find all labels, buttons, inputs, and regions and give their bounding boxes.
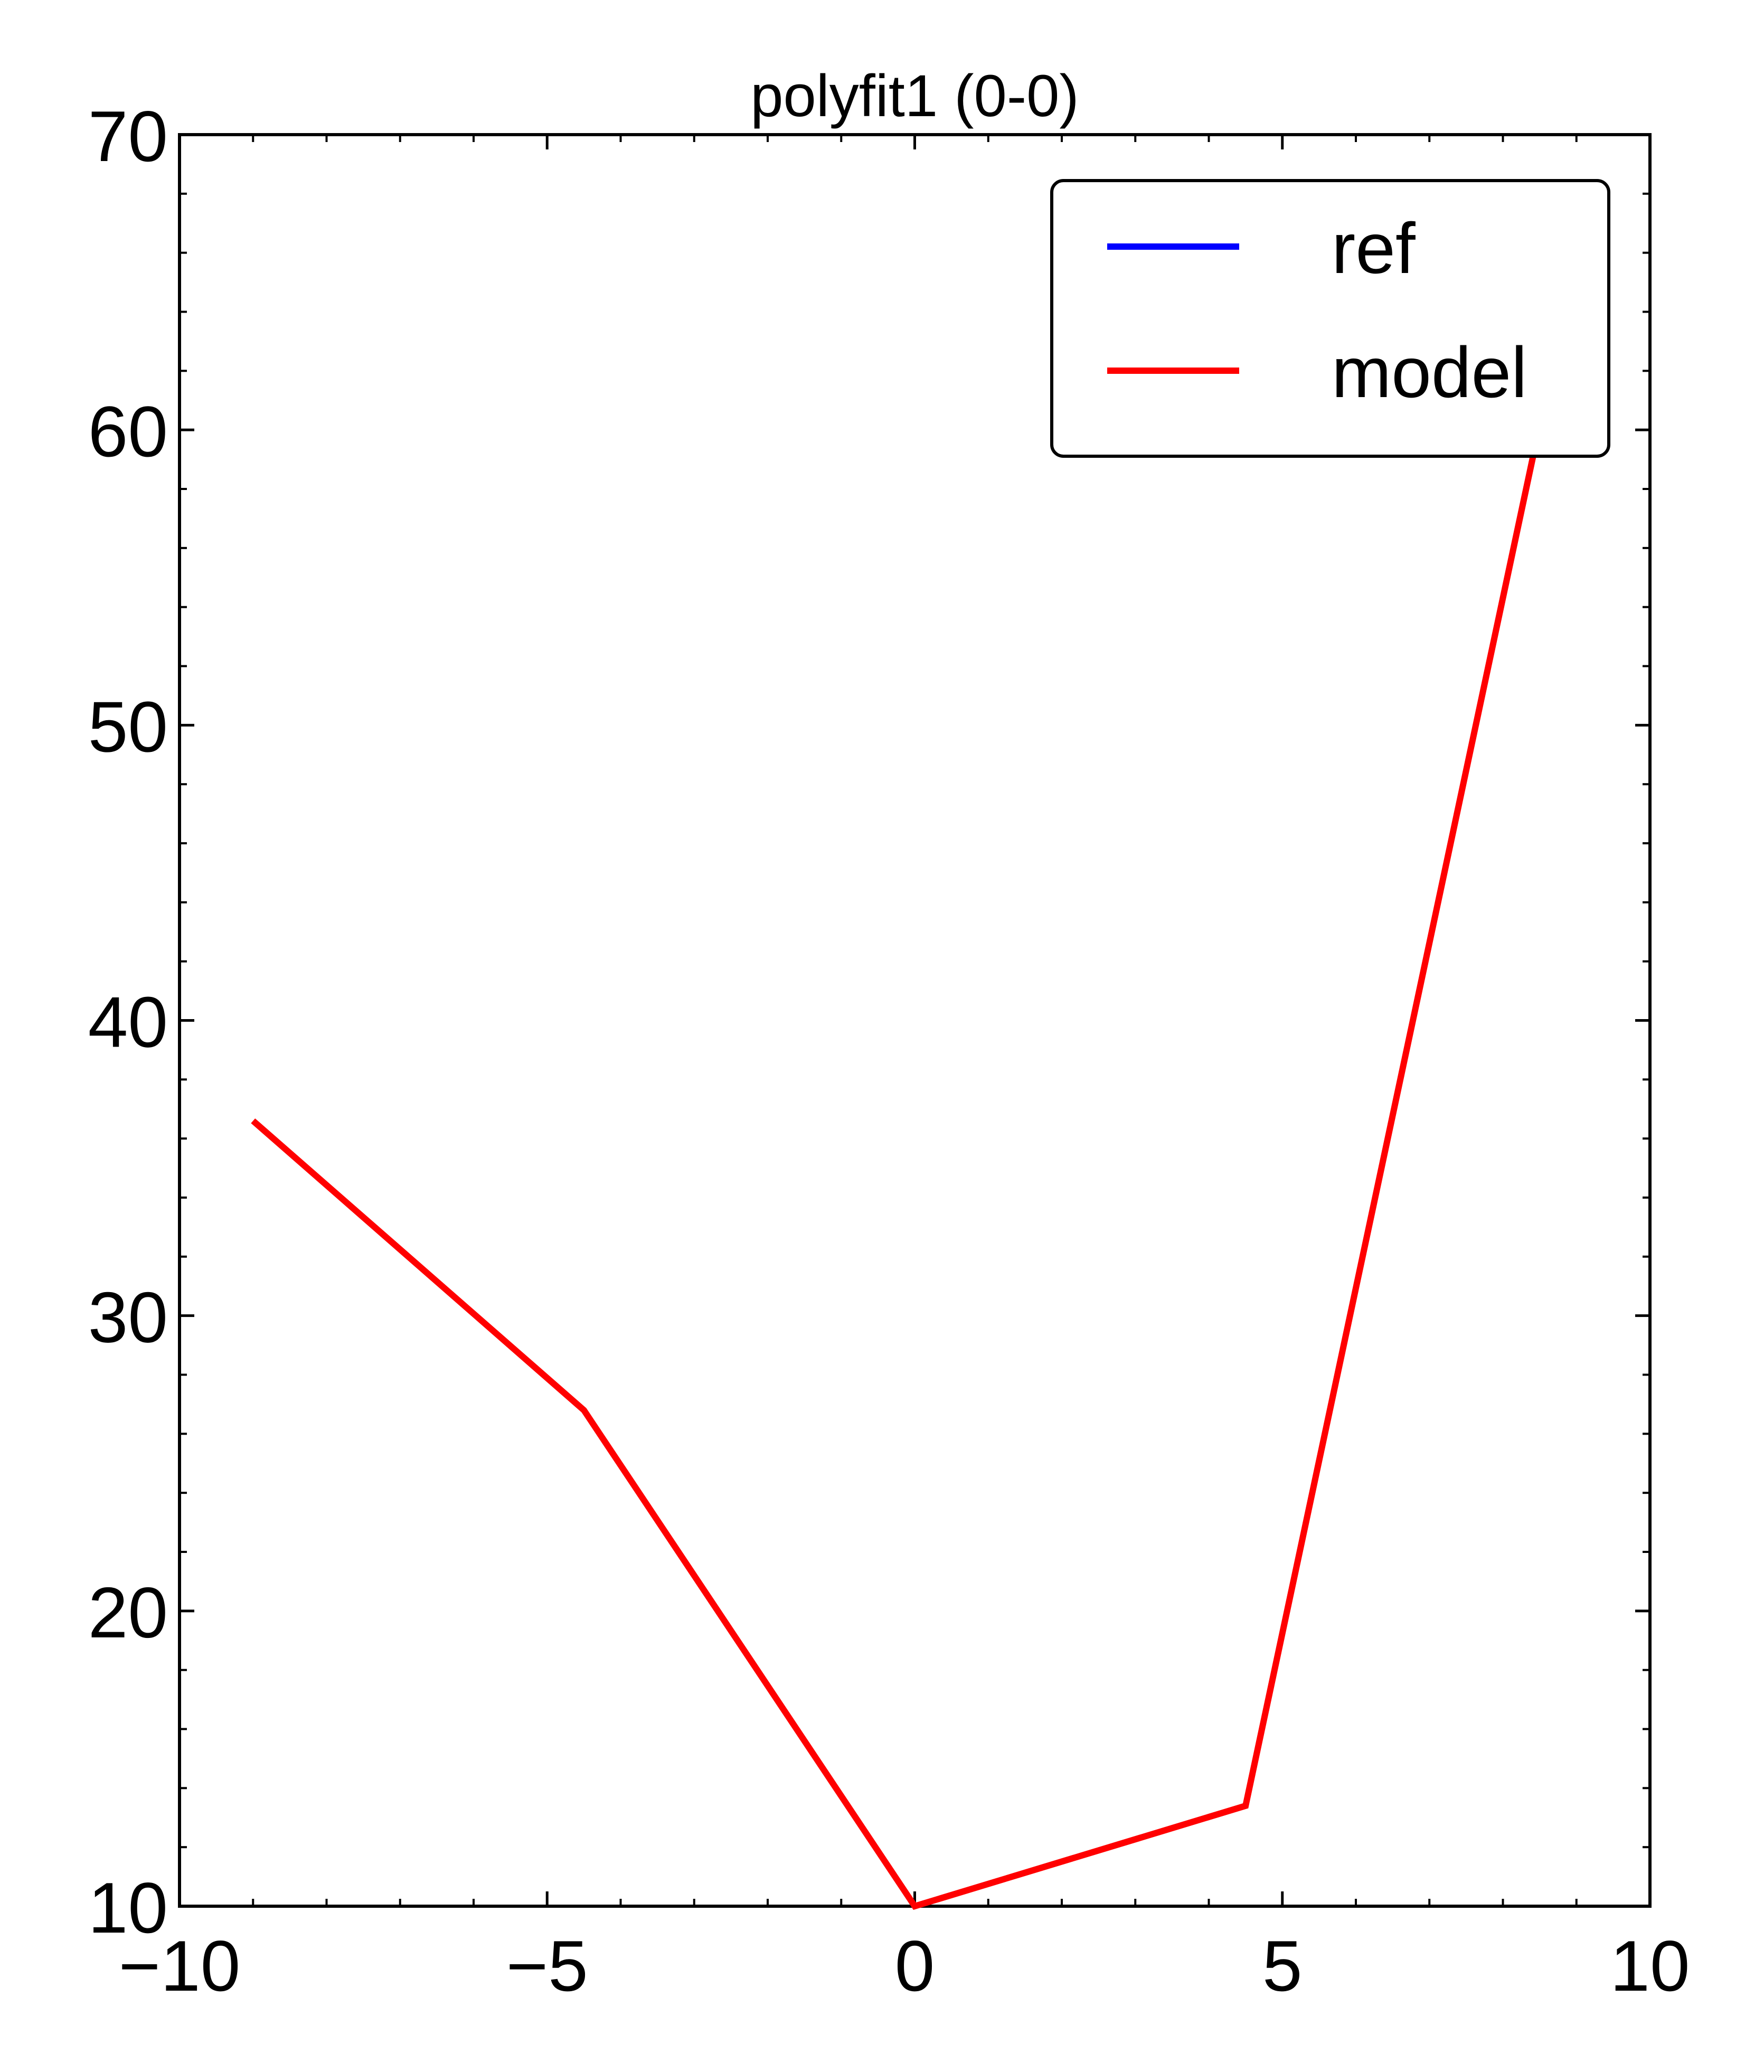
y-tick-label: 40 xyxy=(88,982,168,1062)
x-tick-label: −10 xyxy=(119,1926,241,2006)
y-tick-label: 60 xyxy=(88,391,168,472)
y-tick-label: 50 xyxy=(88,686,168,767)
x-tick-label: 5 xyxy=(1262,1926,1303,2006)
y-tick-label: 10 xyxy=(88,1868,168,1948)
legend-box xyxy=(1050,179,1610,458)
legend-label-model: model xyxy=(1332,332,1527,412)
series-line-model xyxy=(251,252,1580,1910)
legend-label-ref: ref xyxy=(1332,208,1416,288)
chart-title: polyfit1 (0-0) xyxy=(750,63,1079,129)
y-tick-label: 30 xyxy=(88,1277,168,1358)
x-tick-label: 10 xyxy=(1610,1926,1690,2006)
x-tick-label: 0 xyxy=(895,1926,935,2006)
plot-area: −10 −5 0 5 10 10 20 30 40 50 60 70 xyxy=(88,96,1690,2006)
y-tick-label: 70 xyxy=(88,96,168,176)
x-tick-label: −5 xyxy=(506,1926,588,2006)
y-tick-label: 20 xyxy=(88,1572,168,1653)
legend: ref model xyxy=(1050,179,1610,458)
